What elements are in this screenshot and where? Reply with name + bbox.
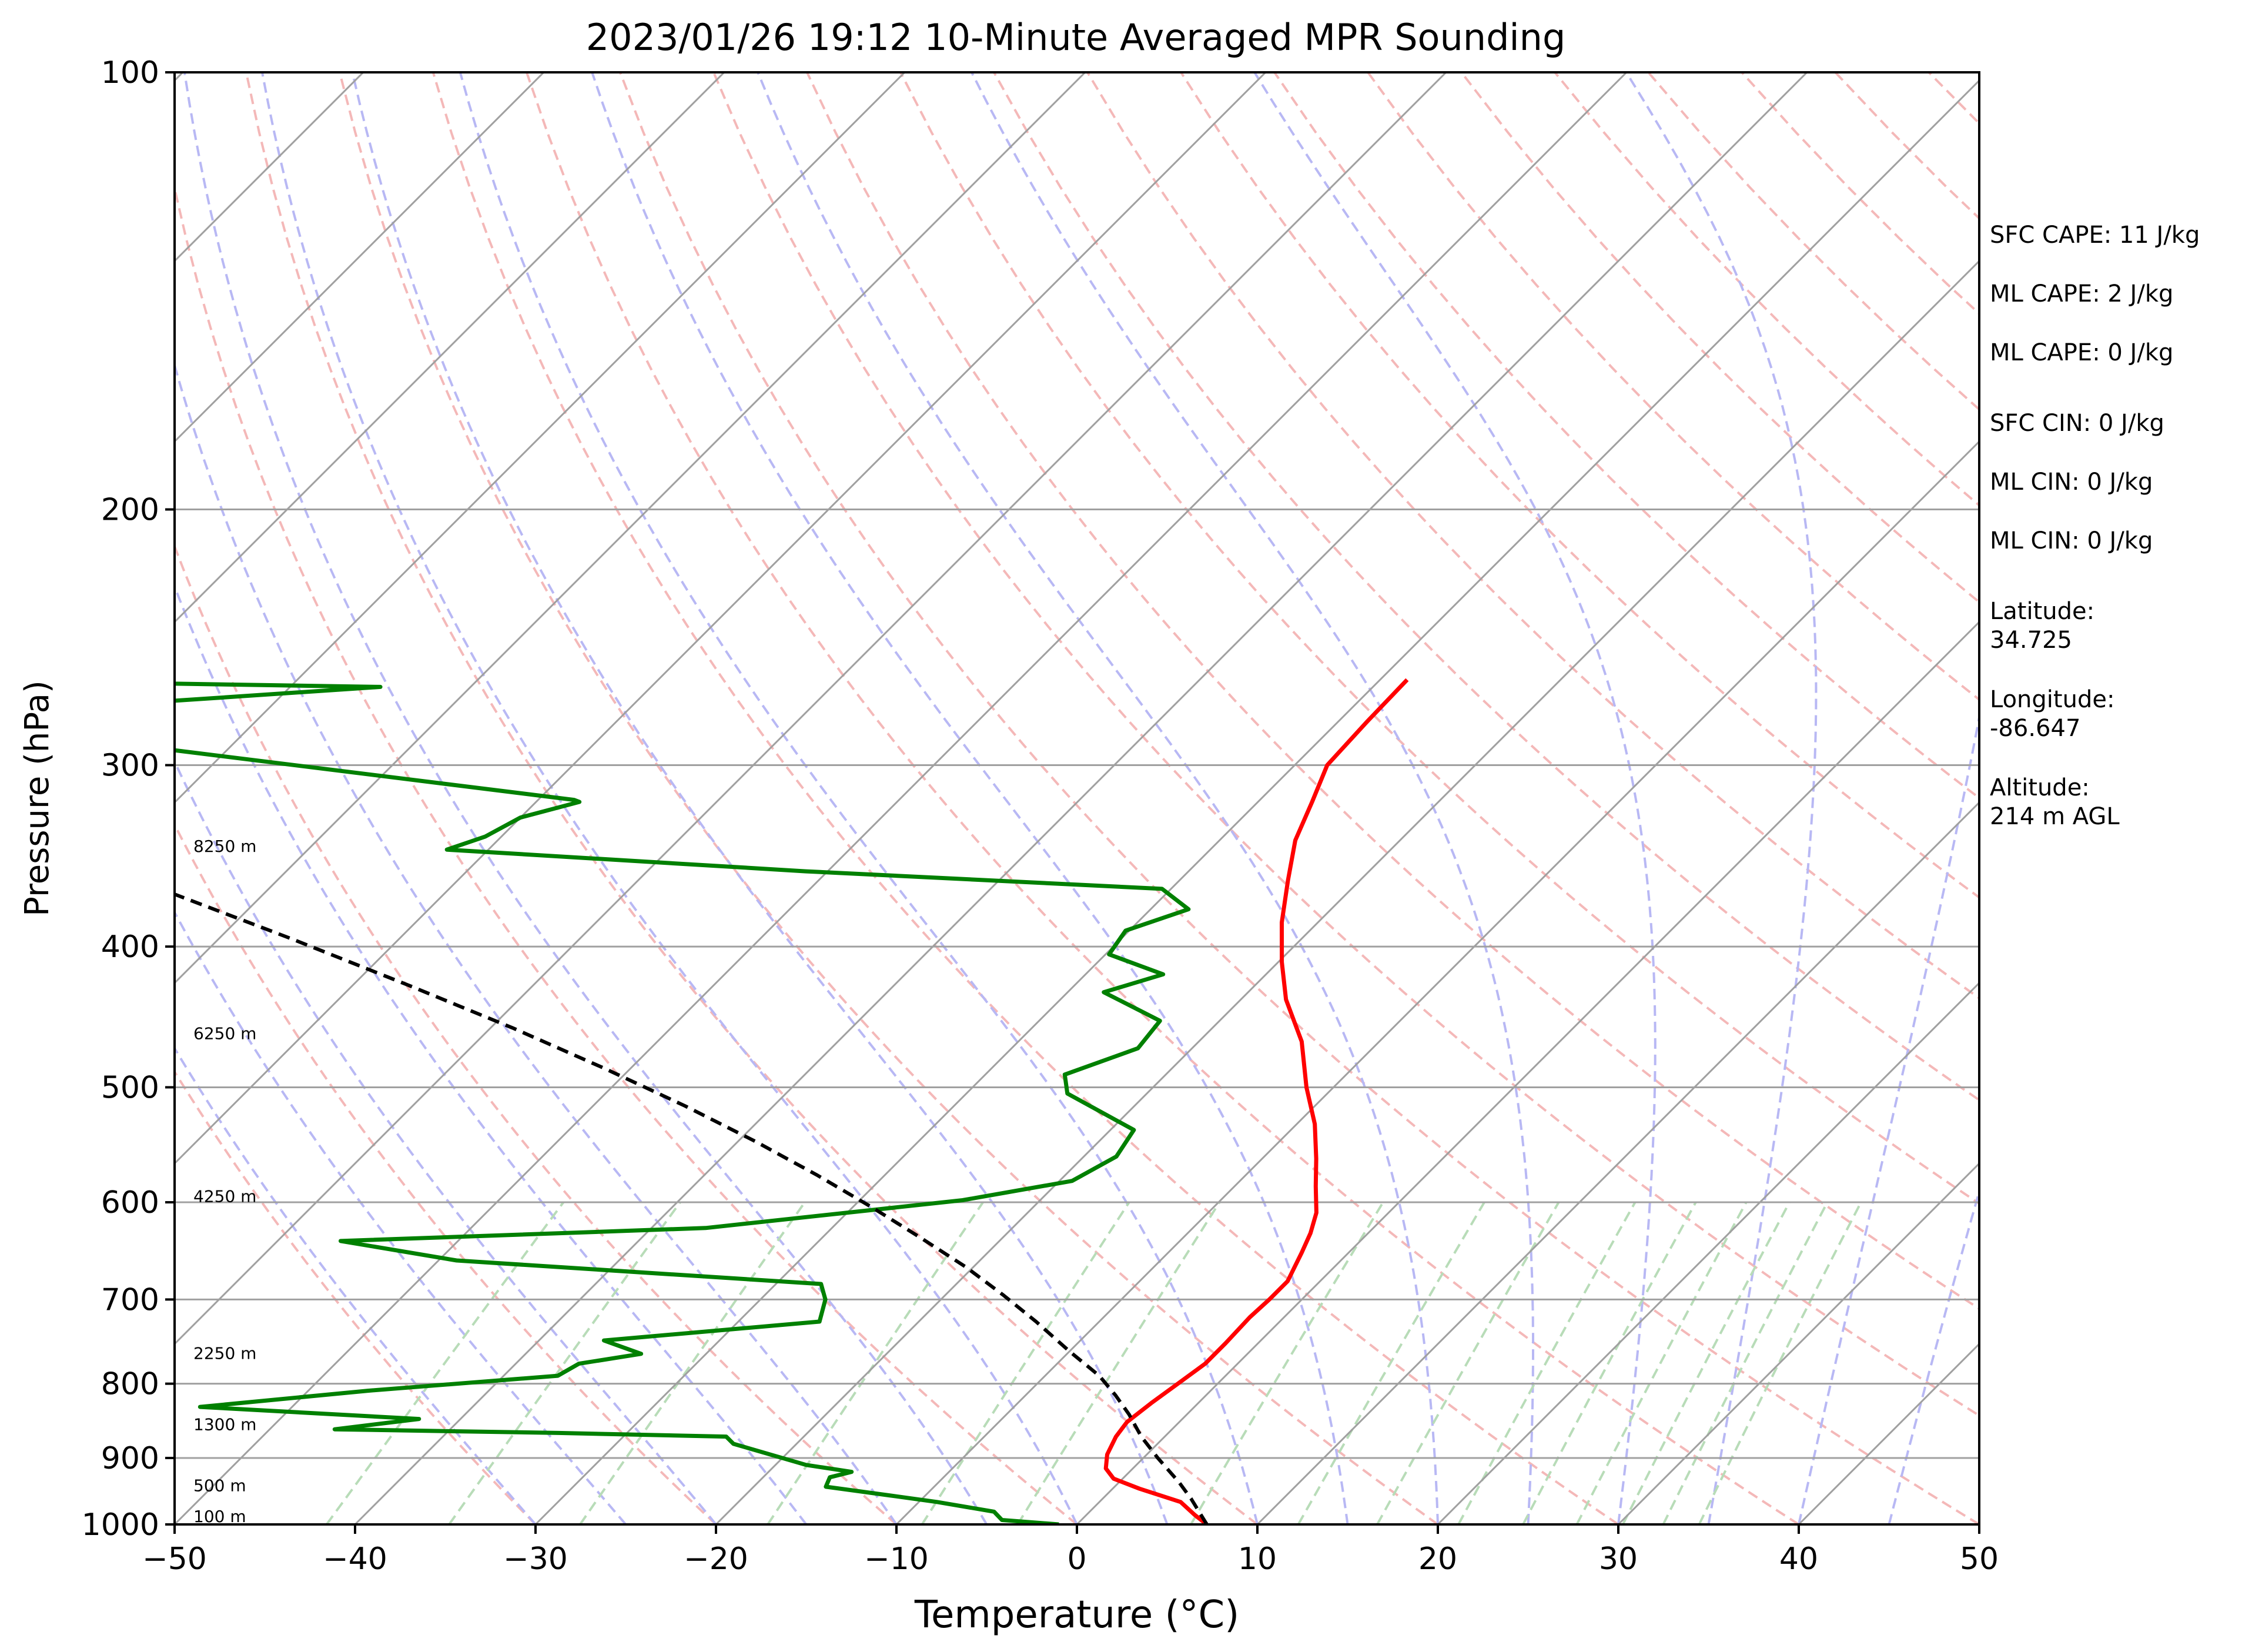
dry-adiabat [175, 183, 1078, 1524]
mixing-ratio-line [1190, 1201, 1384, 1524]
temperature-profile-line [1103, 678, 1409, 1524]
moist-adiabat [175, 583, 808, 1524]
isotherm [175, 72, 1267, 1165]
height-label: 500 m [193, 1476, 246, 1496]
dry-adiabat [712, 72, 1979, 1417]
height-label: 1300 m [193, 1414, 256, 1434]
isotherm [895, 440, 1979, 1524]
dry-adiabat [338, 72, 1439, 1524]
isotherm [175, 72, 906, 804]
y-tick-label: 200 [101, 493, 159, 528]
x-tick-label: 10 [1238, 1541, 1277, 1577]
height-labels: 100 m 500 m 1300 m 2250 m 4250 m 6250 m 8250 m [193, 837, 256, 1526]
moist-adiabat [175, 1046, 537, 1524]
annotation-line: Longitude: [1990, 686, 2114, 713]
annotation-line: ML CIN: 0 J/kg [1990, 527, 2153, 554]
moist-adiabat [175, 758, 717, 1524]
isotherm [715, 259, 1979, 1524]
x-tick-label: −30 [503, 1541, 568, 1577]
height-label: 6250 m [193, 1024, 256, 1044]
y-tick-label: 400 [101, 929, 159, 965]
x-tick-label: 30 [1599, 1541, 1638, 1577]
height-label: 100 m [193, 1507, 246, 1526]
moist-adiabat [971, 72, 1534, 1524]
x-tick-label: 40 [1779, 1541, 1818, 1577]
annotation-line: Latitude: [1990, 598, 2094, 625]
y-tick-label: 600 [101, 1185, 159, 1220]
x-axis: −50 −40 −30 −20 −10 0 10 20 30 40 50 [142, 1524, 1999, 1577]
moist-adiabat [1798, 711, 1979, 1524]
isotherm [1076, 620, 1979, 1524]
x-tick-label: 50 [1960, 1541, 1999, 1577]
x-tick-label: −20 [684, 1541, 748, 1577]
isotherm [175, 72, 545, 443]
mixing-ratio-line [1376, 1202, 1560, 1524]
moist-adiabat [1625, 72, 1818, 1524]
y-tick-label: 800 [101, 1367, 159, 1402]
moist-adiabat [175, 361, 898, 1524]
mixing-ratio-line [1522, 1202, 1697, 1524]
dry-adiabat [1273, 72, 1979, 800]
x-tick-label: −10 [864, 1541, 929, 1577]
annotation-line: ML CAPE: 0 J/kg [1990, 339, 2173, 366]
dry-adiabat [431, 72, 1619, 1524]
isotherm [175, 72, 1447, 1346]
y-tick-label: 700 [101, 1282, 159, 1317]
dry-adiabat [526, 72, 1800, 1524]
sounding-annotations: SFC CAPE: 11 J/kg ML CAPE: 2 J/kg ML CAPE:… [1990, 222, 2200, 830]
x-tick-label: −50 [142, 1541, 207, 1577]
y-tick-label: 1000 [82, 1507, 159, 1543]
y-axis: 1000 900 800 700 600 500 400 300 200 100 [82, 55, 175, 1543]
y-tick-label: 100 [101, 55, 159, 91]
annotation-line: SFC CAPE: 11 J/kg [1990, 222, 2200, 249]
height-label: 4250 m [193, 1186, 256, 1206]
annotation-line: SFC CIN: 0 J/kg [1990, 410, 2164, 437]
annotation-line: 34.725 [1990, 627, 2072, 654]
chart-title: 2023/01/26 19:12 10-Minute Averaged MPR … [586, 16, 1566, 59]
x-tick-label: −40 [323, 1541, 387, 1577]
dry-adiabat [806, 72, 1979, 1310]
annotation-line: ML CAPE: 2 J/kg [1990, 280, 2173, 307]
y-tick-label: 500 [101, 1070, 159, 1105]
dry-adiabat [993, 72, 1979, 1102]
annotation-line: -86.647 [1990, 715, 2080, 742]
dry-adiabat [175, 1069, 537, 1524]
isotherm [1256, 801, 1979, 1524]
mixing-ratio-line [1297, 1201, 1485, 1524]
moist-adiabat [183, 72, 988, 1524]
guide-lines [175, 72, 1979, 1524]
height-label: 8250 m [193, 837, 256, 856]
y-tick-label: 900 [101, 1441, 159, 1476]
parcel-profile-line [175, 892, 1209, 1524]
dry-adiabat [899, 72, 1979, 1205]
height-label: 2250 m [193, 1343, 256, 1363]
isotherm [175, 72, 1628, 1524]
annotation-line: Altitude: [1990, 774, 2090, 801]
x-tick-label: 0 [1067, 1541, 1086, 1577]
moist-adiabat [261, 72, 1078, 1524]
y-axis-label: Pressure (hPa) [18, 680, 56, 917]
sounding-profiles [175, 678, 1409, 1524]
dry-adiabat [1367, 72, 1979, 701]
x-axis-label: Temperature (°C) [914, 1593, 1239, 1637]
y-tick-label: 300 [101, 748, 159, 783]
dewpoint-profile-line [175, 681, 1191, 1524]
dry-adiabat [175, 543, 898, 1524]
moist-adiabat [757, 72, 1439, 1524]
moist-adiabat [351, 72, 1169, 1524]
moist-adiabat [591, 72, 1349, 1524]
x-tick-label: 20 [1418, 1541, 1457, 1577]
isotherm [175, 72, 725, 624]
moist-adiabat [1888, 1187, 1979, 1524]
moist-adiabat [175, 909, 627, 1524]
annotation-line: 214 m AGL [1990, 803, 2120, 830]
isotherm [175, 72, 1086, 985]
isotherm [1437, 981, 1979, 1524]
isotherm [1617, 1162, 1979, 1524]
annotation-line: ML CIN: 0 J/kg [1990, 469, 2153, 496]
isotherm [354, 72, 1808, 1524]
